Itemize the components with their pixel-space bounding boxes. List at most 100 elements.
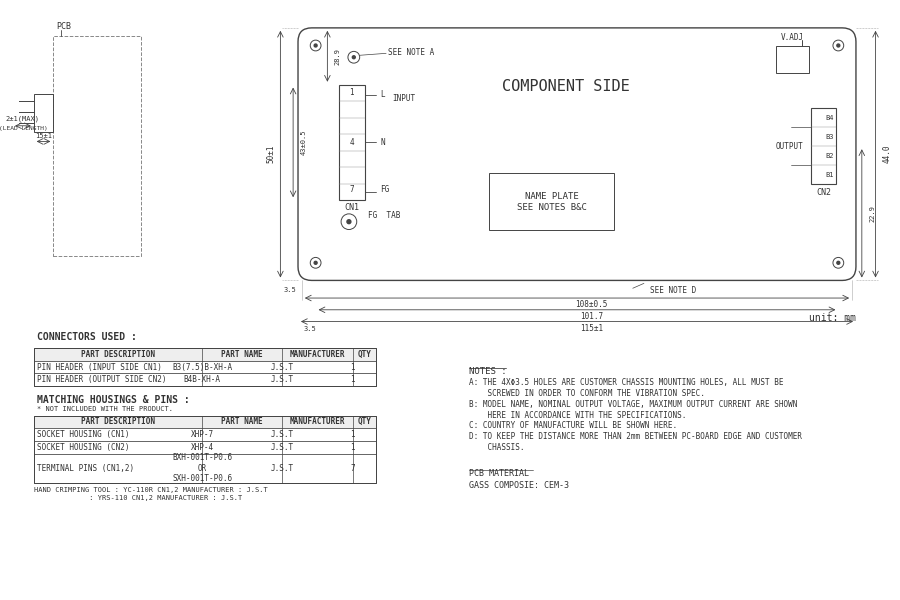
Bar [33, 348, 376, 386]
Text: PCB: PCB [56, 22, 71, 31]
Circle shape [837, 44, 840, 47]
Text: SEE NOTES B&C: SEE NOTES B&C [517, 203, 587, 212]
Bar [33, 94, 53, 131]
Text: HERE IN ACCORDANCE WITH THE SPECIFICATIONS.: HERE IN ACCORDANCE WITH THE SPECIFICATIO… [469, 410, 687, 419]
Text: 3.5: 3.5 [303, 326, 316, 332]
Text: V.ADJ: V.ADJ [781, 33, 804, 42]
Text: 15±1: 15±1 [35, 133, 52, 139]
Text: J.S.T: J.S.T [271, 430, 294, 439]
Bar [33, 373, 376, 386]
Text: N: N [380, 138, 385, 147]
Bar [811, 108, 836, 184]
Text: OUTPUT: OUTPUT [775, 142, 803, 151]
Text: J.S.T: J.S.T [271, 375, 294, 384]
Text: 7: 7 [350, 464, 356, 473]
Text: BXH-001T-P0.6
OR
SXH-001T-P0.6: BXH-001T-P0.6 OR SXH-001T-P0.6 [172, 454, 232, 483]
Text: B4B-XH-A: B4B-XH-A [184, 375, 220, 384]
Text: 1: 1 [350, 443, 356, 452]
Text: C: COUNTRY OF MANUFACTURE WILL BE SHOWN HERE.: C: COUNTRY OF MANUFACTURE WILL BE SHOWN … [469, 421, 678, 430]
Text: 43±0.5: 43±0.5 [301, 130, 307, 155]
Text: * NOT INCLUDED WITH THE PRODUCT.: * NOT INCLUDED WITH THE PRODUCT. [37, 406, 173, 412]
Text: MANUFACTURER: MANUFACTURER [290, 350, 346, 359]
Circle shape [837, 262, 840, 264]
Bar [33, 416, 376, 483]
Text: B3(7.5)B-XH-A: B3(7.5)B-XH-A [172, 362, 232, 371]
Bar [33, 454, 376, 483]
Text: XHP-4: XHP-4 [191, 443, 213, 452]
Text: PART DESCRIPTION: PART DESCRIPTION [81, 418, 155, 427]
Text: CONNECTORS USED :: CONNECTORS USED : [37, 332, 137, 342]
Text: 115±1: 115±1 [580, 324, 603, 333]
Text: PART NAME: PART NAME [221, 418, 263, 427]
Text: (LEAD LENGTH): (LEAD LENGTH) [0, 126, 48, 131]
Text: NOTES :: NOTES : [469, 367, 507, 376]
Bar [776, 46, 809, 73]
Text: SOCKET HOUSING (CN2): SOCKET HOUSING (CN2) [37, 443, 130, 452]
Text: PIN HEADER (OUTPUT SIDE CN2): PIN HEADER (OUTPUT SIDE CN2) [37, 375, 166, 384]
Text: TERMINAL PINS (CN1,2): TERMINAL PINS (CN1,2) [37, 464, 134, 473]
Text: SEE NOTE D: SEE NOTE D [650, 286, 696, 295]
Text: 1: 1 [350, 375, 356, 384]
Text: INPUT: INPUT [392, 94, 415, 103]
Text: 7: 7 [349, 185, 355, 194]
Text: B2: B2 [825, 153, 833, 159]
Text: GASS COMPOSIE: CEM-3: GASS COMPOSIE: CEM-3 [469, 481, 570, 490]
Circle shape [347, 220, 351, 224]
Text: 1: 1 [349, 88, 355, 97]
Text: SOCKET HOUSING (CN1): SOCKET HOUSING (CN1) [37, 430, 130, 439]
Text: COMPONENT SIDE: COMPONENT SIDE [502, 79, 630, 94]
Text: A: THE 4XΦ3.5 HOLES ARE CUSTOMER CHASSIS MOUNTING HOLES, ALL MUST BE: A: THE 4XΦ3.5 HOLES ARE CUSTOMER CHASSIS… [469, 379, 784, 388]
Text: 1: 1 [350, 430, 356, 439]
Bar [33, 441, 376, 454]
Text: : YRS-110 CN1,2 MANUFACTURER : J.S.T: : YRS-110 CN1,2 MANUFACTURER : J.S.T [33, 495, 242, 501]
Text: QTY: QTY [357, 418, 372, 427]
Text: B: MODEL NAME, NOMINAL OUTPUT VOLTAGE, MAXIMUM OUTPUT CURRENT ARE SHOWN: B: MODEL NAME, NOMINAL OUTPUT VOLTAGE, M… [469, 400, 797, 409]
Circle shape [314, 44, 317, 47]
Text: 1: 1 [350, 362, 356, 371]
Bar [53, 36, 141, 256]
Text: MANUFACTURER: MANUFACTURER [290, 418, 346, 427]
Text: PIN HEADER (INPUT SIDE CN1): PIN HEADER (INPUT SIDE CN1) [37, 362, 161, 371]
Text: unit: mm: unit: mm [809, 313, 856, 323]
Bar [33, 361, 376, 373]
Text: B3: B3 [825, 134, 833, 140]
Text: NAME PLATE: NAME PLATE [525, 192, 579, 201]
Text: 28.9: 28.9 [334, 48, 340, 65]
Text: J.S.T: J.S.T [271, 443, 294, 452]
Text: 22.9: 22.9 [869, 205, 876, 222]
Text: PART NAME: PART NAME [221, 350, 263, 359]
Text: 108±0.5: 108±0.5 [575, 301, 608, 310]
Text: L: L [380, 91, 385, 100]
Bar [33, 428, 376, 441]
Text: J.S.T: J.S.T [271, 362, 294, 371]
Bar [339, 85, 365, 200]
Text: 3.5: 3.5 [284, 287, 296, 293]
Text: QTY: QTY [357, 350, 372, 359]
Bar [33, 416, 376, 428]
Text: CN1: CN1 [345, 203, 359, 212]
Text: FG  TAB: FG TAB [368, 211, 400, 220]
Text: J.S.T: J.S.T [271, 464, 294, 473]
Text: MATCHING HOUSINGS & PINS :: MATCHING HOUSINGS & PINS : [37, 395, 189, 405]
Text: 44.0: 44.0 [883, 145, 892, 163]
Bar [489, 173, 614, 230]
Text: D: TO KEEP THE DISTANCE MORE THAN 2mm BETWEEN PC-BOARD EDGE AND CUSTOMER: D: TO KEEP THE DISTANCE MORE THAN 2mm BE… [469, 432, 802, 441]
Bar [33, 348, 376, 361]
Text: 50±1: 50±1 [266, 145, 275, 163]
Text: 4: 4 [349, 138, 355, 147]
Text: B1: B1 [825, 172, 833, 178]
Text: SEE NOTE A: SEE NOTE A [388, 48, 435, 57]
Text: XHP-7: XHP-7 [191, 430, 213, 439]
Circle shape [314, 262, 317, 264]
Text: B4: B4 [825, 115, 833, 121]
Text: HAND CRIMPING TOOL : YC-110R CN1,2 MANUFACTURER : J.S.T: HAND CRIMPING TOOL : YC-110R CN1,2 MANUF… [33, 487, 267, 493]
Text: 2±1(MAX): 2±1(MAX) [6, 116, 40, 122]
Text: 101.7: 101.7 [580, 312, 603, 321]
Text: CN2: CN2 [816, 188, 832, 197]
Circle shape [352, 56, 356, 59]
Text: PCB MATERIAL: PCB MATERIAL [469, 469, 529, 478]
Text: FG: FG [380, 185, 390, 194]
Text: SCREWED IN ORDER TO CONFORM THE VIBRATION SPEC.: SCREWED IN ORDER TO CONFORM THE VIBRATIO… [469, 389, 706, 398]
Text: CHASSIS.: CHASSIS. [469, 443, 525, 452]
Text: PART DESCRIPTION: PART DESCRIPTION [81, 350, 155, 359]
